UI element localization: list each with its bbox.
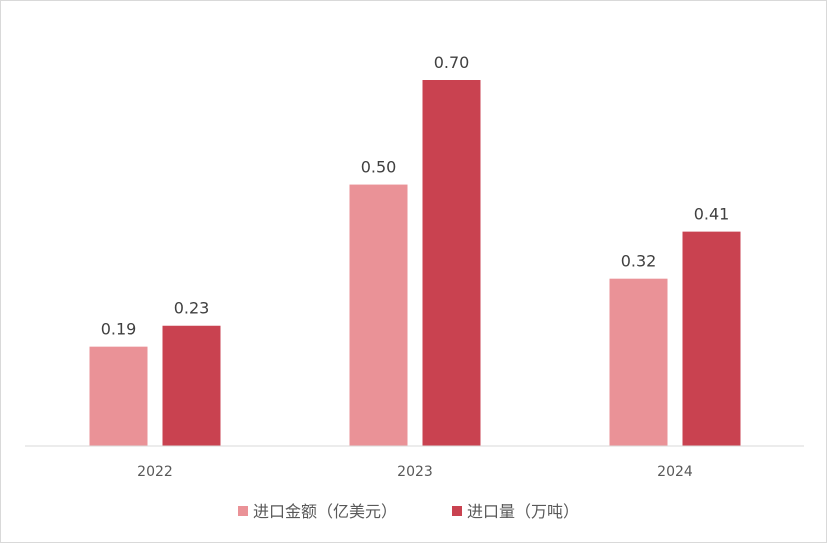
x-tick-labels: 2022 2023 2024 [137,464,693,480]
legend-swatch-series1 [238,506,248,516]
x-tick-label-2024: 2024 [657,464,693,480]
data-label-series2-2024: 0.41 [694,205,730,224]
bar-series2-2024 [682,231,741,446]
x-tick-label-2023: 2023 [397,464,433,480]
legend-label-series1: 进口金额（亿美元） [253,502,397,521]
bar-series2-2022 [162,325,221,446]
legend: 进口金额（亿美元） 进口量（万吨） [238,502,579,521]
bar-series1-2023 [349,184,408,447]
data-label-series2-2022: 0.23 [174,299,210,318]
bar-series2-2023 [422,80,481,446]
legend-swatch-series2 [452,506,462,516]
data-label-series2-2023: 0.70 [434,53,470,72]
data-label-series1-2022: 0.19 [101,320,137,339]
data-label-series1-2024: 0.32 [621,252,657,271]
x-tick-label-2022: 2022 [137,464,173,480]
bar-series1-2024 [609,278,668,446]
data-labels-layer: 0.19 0.23 0.50 0.70 0.32 0.41 [101,53,730,339]
data-label-series1-2023: 0.50 [361,158,397,177]
legend-label-series2: 进口量（万吨） [467,502,579,521]
bar-series1-2022 [89,346,148,446]
bars-layer [89,80,741,447]
